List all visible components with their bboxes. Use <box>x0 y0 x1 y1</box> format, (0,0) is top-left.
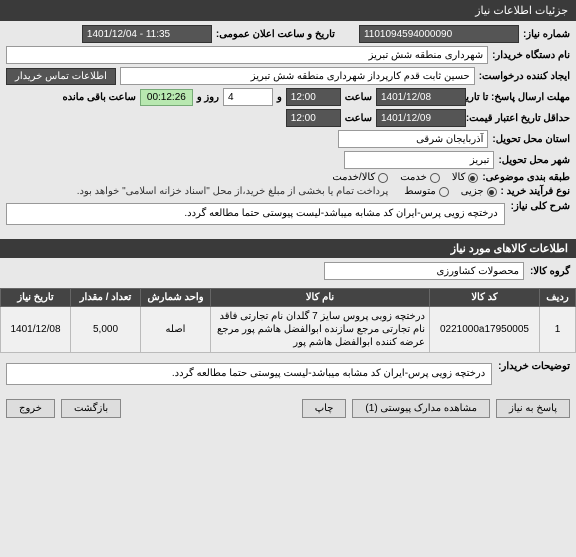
table-header-row: ردیف کد کالا نام کالا واحد شمارش تعداد /… <box>1 289 576 307</box>
saat-label-2: ساعت <box>345 113 372 124</box>
deadline-label: مهلت ارسال پاسخ: تا تاریخ: <box>470 92 570 103</box>
requester-value: حسین ثابت قدم کارپرداز شهرداری منطقه شش … <box>120 67 475 85</box>
back-button[interactable]: بازگشت <box>61 399 121 418</box>
exit-button[interactable]: خروج <box>6 399 55 418</box>
group-value: محصولات کشاورزی <box>324 262 524 280</box>
cell-code: 0221000a17950005 <box>430 307 540 353</box>
cell-qty: 5,000 <box>71 307 141 353</box>
saat-label-1: ساعت <box>345 92 372 103</box>
deadline-time: 12:00 <box>286 88 341 106</box>
radio-both[interactable]: کالا/خدمت <box>332 172 388 183</box>
process-note: پرداخت تمام یا بخشی از مبلغ خرید،از محل … <box>77 186 389 197</box>
radio-khedmat[interactable]: خدمت <box>400 172 440 183</box>
col-qty: تعداد / مقدار <box>71 289 141 307</box>
buyer-org-label: نام دستگاه خریدار: <box>492 50 570 61</box>
attachments-button[interactable]: مشاهده مدارک پیوستی (1) <box>352 399 490 418</box>
validity-time: 12:00 <box>286 109 341 127</box>
reply-button[interactable]: پاسخ به نیاز <box>496 399 570 418</box>
buyer-note-label: توضیحات خریدار: <box>498 361 570 372</box>
remain-label: ساعت باقی مانده <box>63 92 136 103</box>
buyer-note-text: درختچه زویی پرس-ایران کد مشابه میباشد-لی… <box>6 363 492 385</box>
col-unit: واحد شمارش <box>141 289 211 307</box>
rooz-label: روز و <box>197 92 219 103</box>
process-label: نوع فرآیند خرید : <box>501 186 570 197</box>
need-no-value: 1101094594000090 <box>359 25 519 43</box>
items-section-header: اطلاعات کالاهای مورد نیاز <box>0 239 576 258</box>
col-idx: ردیف <box>540 289 576 307</box>
city-value: تبریز <box>344 151 494 169</box>
footer-buttons: پاسخ به نیاز مشاهده مدارک پیوستی (1) چاپ… <box>0 391 576 426</box>
title-bar: جزئیات اطلاعات نیاز <box>0 0 576 21</box>
days-remaining: 4 <box>223 88 273 106</box>
radio-dot-icon <box>439 187 449 197</box>
radio-dot-icon <box>430 173 440 183</box>
print-button[interactable]: چاپ <box>302 399 347 418</box>
validity-label: حداقل تاریخ اعتبار قیمت: تا تاریخ: <box>470 113 570 124</box>
category-radio-group: کالا خدمت کالا/خدمت <box>332 172 478 183</box>
buyer-org-value: شهرداری منطقه شش تبریز <box>6 46 488 64</box>
col-name: نام کالا <box>211 289 430 307</box>
cell-name: درختچه زوبی پروس سایز 7 گلدان نام تجارتی… <box>211 307 430 353</box>
deadline-date: 1401/12/08 <box>376 88 466 106</box>
requester-label: ایجاد کننده درخواست: <box>479 71 570 82</box>
cell-date: 1401/12/08 <box>1 307 71 353</box>
items-table: ردیف کد کالا نام کالا واحد شمارش تعداد /… <box>0 288 576 353</box>
radio-dot-icon <box>487 187 497 197</box>
announce-value: 1401/12/04 - 11:35 <box>82 25 212 43</box>
radio-small[interactable]: جزیی <box>461 186 497 197</box>
need-no-label: شماره نیاز: <box>523 29 570 40</box>
desc-label: شرح کلی نیاز: <box>511 201 570 212</box>
process-radio-group: جزیی متوسط <box>404 186 496 197</box>
radio-kala[interactable]: کالا <box>452 172 479 183</box>
form-area: شماره نیاز: 1101094594000090 تاریخ و ساع… <box>0 21 576 235</box>
city-label: شهر محل تحویل: <box>498 155 570 166</box>
announce-label: تاریخ و ساعت اعلان عمومی: <box>216 29 335 40</box>
province-value: آذربایجان شرقی <box>338 130 488 148</box>
validity-date: 1401/12/09 <box>376 109 466 127</box>
countdown-timer: 00:12:26 <box>140 89 193 106</box>
table-row[interactable]: 1 0221000a17950005 درختچه زوبی پروس سایز… <box>1 307 576 353</box>
radio-dot-icon <box>468 173 478 183</box>
col-date: تاریخ نیاز <box>1 289 71 307</box>
radio-dot-icon <box>378 173 388 183</box>
province-label: استان محل تحویل: <box>492 134 570 145</box>
va-label: و <box>277 92 282 103</box>
cell-unit: اصله <box>141 307 211 353</box>
cell-idx: 1 <box>540 307 576 353</box>
group-label: گروه کالا: <box>530 266 570 277</box>
category-label: طبقه بندی موضوعی: <box>482 172 570 183</box>
contact-buyer-button[interactable]: اطلاعات تماس خریدار <box>6 68 116 85</box>
desc-text: درختچه زویی پرس-ایران کد مشابه میباشد-لی… <box>6 203 505 225</box>
radio-medium[interactable]: متوسط <box>404 186 448 197</box>
col-code: کد کالا <box>430 289 540 307</box>
